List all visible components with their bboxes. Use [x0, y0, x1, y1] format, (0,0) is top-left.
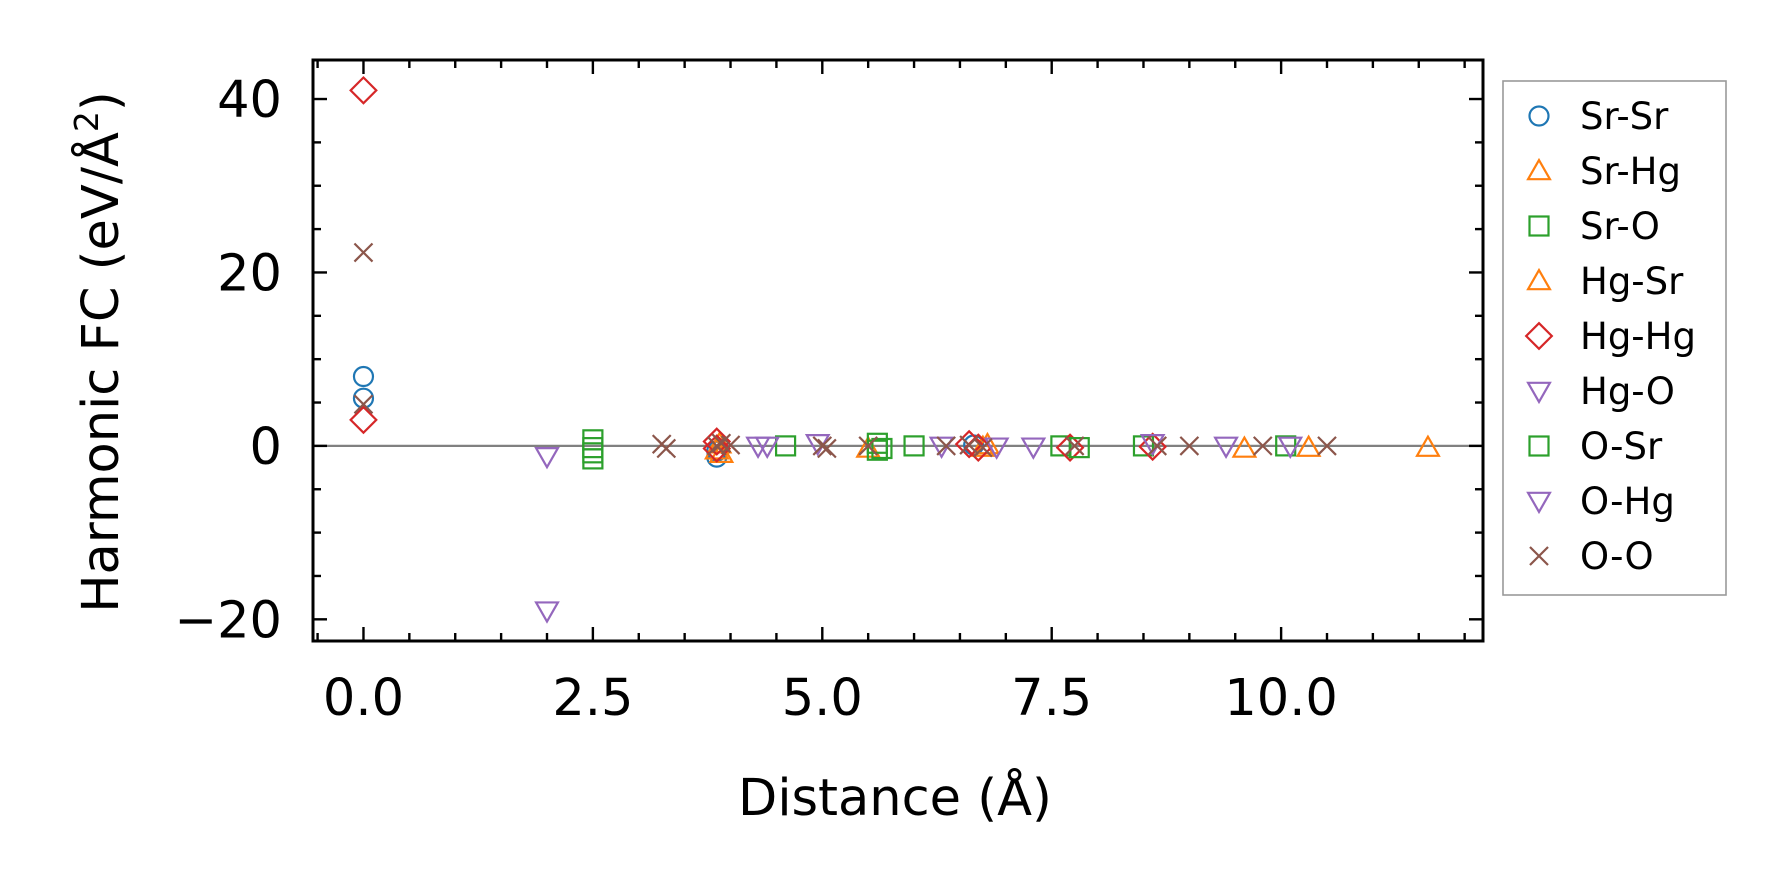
legend-label: Sr-Hg	[1580, 150, 1681, 193]
data-point	[1068, 437, 1090, 459]
data-point	[1277, 436, 1304, 460]
data-point	[871, 437, 893, 460]
y-tick-label: −20	[174, 591, 282, 650]
data-point	[1231, 435, 1258, 458]
y-tick-label: 40	[217, 71, 282, 130]
data-point	[903, 435, 925, 457]
data-point	[352, 365, 375, 388]
legend-item: Sr-Hg	[1526, 150, 1681, 193]
legend-marker	[1529, 546, 1549, 566]
data-point	[936, 436, 956, 456]
data-point	[745, 436, 771, 460]
series-o-o	[353, 242, 1337, 459]
data-point	[1275, 435, 1297, 457]
data-point	[1020, 437, 1047, 460]
data-point	[1295, 434, 1322, 457]
x-tick-label: 10.0	[1224, 669, 1338, 728]
data-point	[353, 394, 374, 415]
legend-item: Sr-O	[1528, 205, 1660, 248]
y-tick-label: 0	[250, 418, 282, 477]
legend-marker	[1526, 491, 1552, 515]
legend-label: O-Sr	[1580, 425, 1663, 468]
legend-marker	[1528, 105, 1550, 127]
data-point	[866, 439, 888, 461]
data-point	[582, 448, 604, 470]
legend-item: Hg-Hg	[1524, 315, 1696, 358]
legend-label: Hg-Sr	[1580, 260, 1684, 303]
legend-marker	[1528, 435, 1550, 457]
data-point	[1064, 436, 1085, 456]
data-point	[1415, 434, 1441, 457]
data-point	[349, 405, 378, 435]
legend-item: O-Sr	[1528, 425, 1663, 468]
legend-item: Hg-Sr	[1526, 260, 1684, 303]
data-point	[774, 435, 797, 457]
plot-frame	[311, 58, 1485, 643]
legend-item: Sr-Sr	[1528, 95, 1669, 138]
legend-marker	[1526, 157, 1552, 181]
legend-item: O-O	[1529, 535, 1654, 578]
legend-item: O-Hg	[1526, 480, 1675, 523]
data-point	[1147, 436, 1168, 456]
x-tick-label: 5.0	[782, 669, 863, 728]
legend-marker	[1528, 215, 1550, 237]
legend-marker	[1524, 321, 1554, 351]
data-point	[954, 429, 984, 459]
data-point	[973, 437, 993, 458]
legend-marker	[1526, 267, 1552, 291]
legend: Sr-Sr Sr-Hg Sr-O Hg-Sr Hg-Hg Hg-O O-Sr O-Hg O-O	[1502, 80, 1727, 596]
legend-item: Hg-O	[1526, 370, 1675, 413]
y-axis-label-superscript: 2	[67, 111, 106, 132]
data-point	[656, 438, 677, 459]
legend-label: Sr-Sr	[1580, 95, 1669, 138]
legend-marker	[1526, 381, 1552, 405]
x-tick-label: 2.5	[552, 669, 633, 728]
y-tick-label: 20	[217, 244, 282, 303]
x-axis-label: Distance (Å)	[738, 766, 1052, 828]
data-point	[702, 434, 732, 463]
legend-label: Hg-O	[1580, 370, 1675, 413]
data-point	[720, 435, 741, 455]
data-point	[858, 436, 878, 456]
data-point	[1179, 436, 1200, 456]
legend-label: Hg-Hg	[1580, 315, 1696, 358]
data-point	[1252, 436, 1273, 456]
data-point	[1317, 436, 1337, 456]
data-point	[534, 447, 560, 470]
x-tick-label: 7.5	[1011, 669, 1092, 728]
data-point	[534, 601, 560, 624]
data-point	[983, 437, 1010, 460]
y-axis-label-text: Harmonic FC (eV/Å	[69, 132, 131, 613]
data-point	[812, 436, 833, 456]
series-sr-o	[582, 429, 1297, 470]
legend-label: Sr-O	[1580, 205, 1660, 248]
y-axis-label: Harmonic FC (eV/Å2)	[67, 91, 131, 613]
x-tick-label: 0.0	[323, 669, 404, 728]
data-point	[817, 438, 837, 459]
legend-label: O-Hg	[1580, 480, 1675, 523]
data-point	[353, 242, 374, 263]
data-point	[1213, 436, 1239, 460]
series-o-sr	[871, 437, 1090, 460]
y-axis-label-close: )	[72, 91, 131, 111]
data-point	[349, 75, 378, 105]
legend-label: O-O	[1580, 535, 1654, 578]
